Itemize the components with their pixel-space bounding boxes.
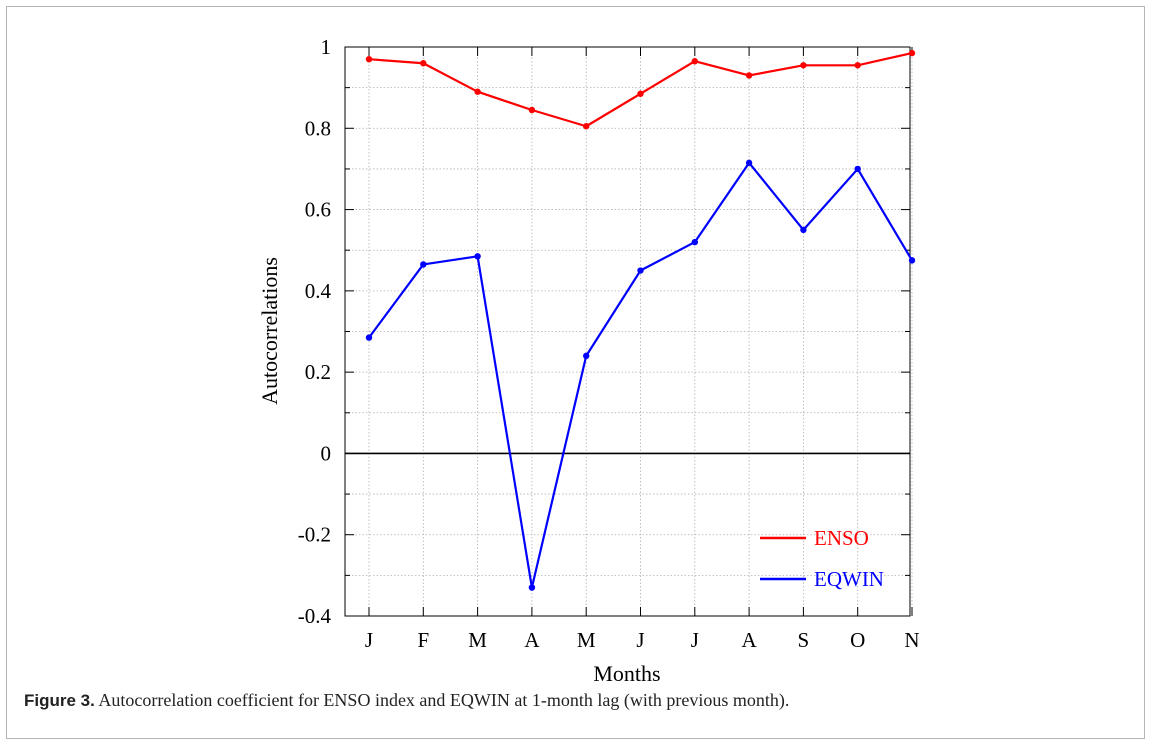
figure-caption: Figure 3. Autocorrelation coefficient fo… (24, 690, 789, 711)
x-tick-label: A (524, 628, 540, 652)
y-tick-label: 0.8 (305, 116, 331, 140)
x-tick-label: J (636, 628, 644, 652)
legend-label-eqwin: EQWIN (814, 567, 884, 591)
ticks-layer: -0.4 -0.2 0 0.2 0.4 0.6 0.8 1 J F M A M J J A S O N (298, 35, 920, 652)
x-tick-label: M (577, 628, 596, 652)
y-tick-label: 0 (321, 441, 332, 465)
figure-frame (6, 6, 1145, 739)
enso-data-point (908, 49, 916, 57)
enso-data-point (745, 72, 753, 79)
y-tick-label: 0.4 (305, 279, 332, 303)
enso-data-point (637, 90, 644, 97)
eqwin-data-point (854, 165, 861, 173)
y-axis-label: Autocorrelations (257, 257, 282, 405)
eqwin-data-point (583, 352, 590, 360)
y-tick-label: -0.2 (298, 523, 331, 547)
x-tick-label: N (904, 628, 919, 652)
enso-data-point (800, 62, 807, 69)
eqwin-data-point (528, 584, 536, 591)
x-tick-label: A (742, 628, 758, 652)
autocorrelation-chart: -0.4 -0.2 0 0.2 0.4 0.6 0.8 1 J F M A M J J A S O N ENSO EQ… (257, 35, 920, 686)
eqwin-data-point (365, 334, 373, 341)
enso-data-point (691, 58, 698, 65)
enso-data-point (365, 55, 373, 63)
figure-caption-label: Figure 3. (24, 691, 95, 710)
x-tick-label: J (691, 628, 699, 652)
eqwin-data-point (800, 226, 807, 234)
eqwin-data-point (474, 253, 481, 260)
y-tick-label: -0.4 (298, 604, 332, 628)
x-tick-label: M (468, 628, 487, 652)
grid-layer (345, 47, 913, 616)
x-tick-label: S (798, 628, 810, 652)
legend-label-enso: ENSO (814, 526, 869, 550)
eqwin-data-point (691, 238, 698, 246)
x-tick-label: F (417, 628, 429, 652)
y-tick-label: 1 (321, 35, 332, 59)
x-axis-label: Months (593, 661, 660, 686)
y-tick-label: 0.6 (305, 198, 331, 222)
enso-data-point (583, 123, 590, 130)
figure-caption-text: Autocorrelation coefficient for ENSO ind… (94, 690, 790, 710)
x-tick-label: J (365, 628, 373, 652)
series-layer (365, 49, 916, 591)
eqwin-data-point (637, 267, 644, 274)
eqwin-data-point (908, 257, 916, 264)
enso-data-point (420, 60, 427, 67)
x-tick-label: O (850, 628, 865, 652)
eqwin-data-point (420, 261, 427, 268)
enso-data-point (854, 62, 861, 69)
legend: ENSO EQWIN (760, 526, 884, 591)
enso-data-point (528, 106, 536, 114)
enso-data-point (474, 88, 481, 95)
eqwin-data-point (745, 159, 753, 167)
y-tick-label: 0.2 (305, 360, 331, 384)
